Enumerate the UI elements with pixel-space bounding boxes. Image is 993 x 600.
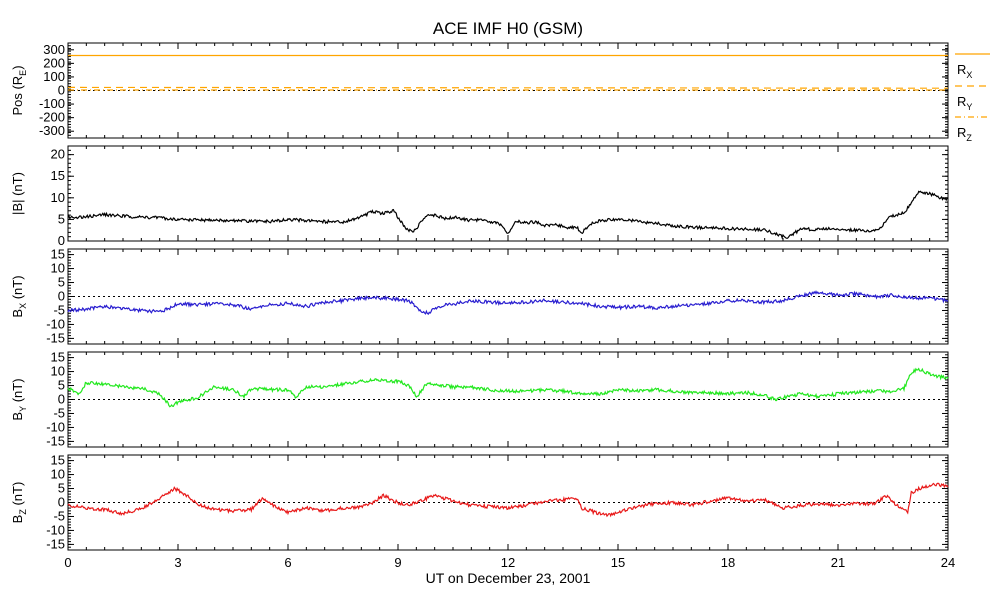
panel-btot: 20 15 10 5 0 |B| (nT) [10,145,949,248]
y-tick-label: -5 [53,405,65,420]
y-tick-label: 300 [43,42,65,57]
x-tick-label: 21 [831,555,845,570]
y-tick-label: 10 [51,190,65,205]
x-tick-label: 18 [721,555,735,570]
legend-label: RZ [957,125,972,143]
y-tick-label: -10 [46,316,65,331]
y-tick-label: 0 [58,495,65,510]
series-line-By [67,367,949,408]
y-tick-label: -100 [39,96,65,111]
series-line-Bz [67,482,949,518]
y-tick-label: 15 [51,168,65,183]
y-tick-label: 5 [58,378,65,393]
y-tick-label: -5 [53,302,65,317]
x-axis-label: UT on December 23, 2001 [426,570,591,586]
series-line-RY [67,86,949,89]
x-tick-label: 15 [611,555,625,570]
legend-label: RY [957,94,972,112]
y-tick-label: -15 [46,536,65,551]
y-tick-label: 15 [51,350,65,365]
series-line-Bx [67,290,949,315]
y-tick-label: 0 [58,392,65,407]
panel-frame [67,145,949,242]
y-tick-label: -10 [46,419,65,434]
y-axis-label: BY (nT) [10,378,28,420]
x-tick-label: 12 [501,555,515,570]
y-axis-label: |B| (nT) [10,172,25,215]
y-tick-label: 100 [43,69,65,84]
y-tick-label: 0 [58,289,65,304]
x-tick-label: 6 [284,555,291,570]
y-tick-label: 5 [58,275,65,290]
y-tick-label: 5 [58,481,65,496]
y-tick-label: 0 [58,233,65,248]
y-tick-label: -200 [39,110,65,125]
y-tick-label: 20 [51,147,65,162]
y-tick-label: -5 [53,508,65,523]
y-tick-label: -15 [46,433,65,448]
x-tick-label: 3 [174,555,181,570]
y-tick-label: -300 [39,123,65,138]
y-tick-label: 15 [51,247,65,262]
y-tick-label: 5 [58,211,65,226]
y-axis-label: Pos (RE) [10,65,28,115]
y-tick-label: 10 [51,364,65,379]
y-tick-label: 200 [43,55,65,70]
y-axis-label: BZ (nT) [10,482,28,524]
y-tick-label: 10 [51,467,65,482]
legend-label: RX [957,62,972,80]
y-tick-label: 10 [51,261,65,276]
y-tick-label: -10 [46,522,65,537]
series-line-B [67,190,949,240]
x-tick-label: 0 [64,555,71,570]
chart-title: ACE IMF H0 (GSM) [432,19,584,38]
y-axis-label: BX (nT) [10,275,28,317]
x-tick-label: 24 [941,555,955,570]
y-tick-label: 0 [58,83,65,98]
y-tick-label: -15 [46,330,65,345]
y-tick-label: 15 [51,453,65,468]
x-tick-label: 9 [394,555,401,570]
